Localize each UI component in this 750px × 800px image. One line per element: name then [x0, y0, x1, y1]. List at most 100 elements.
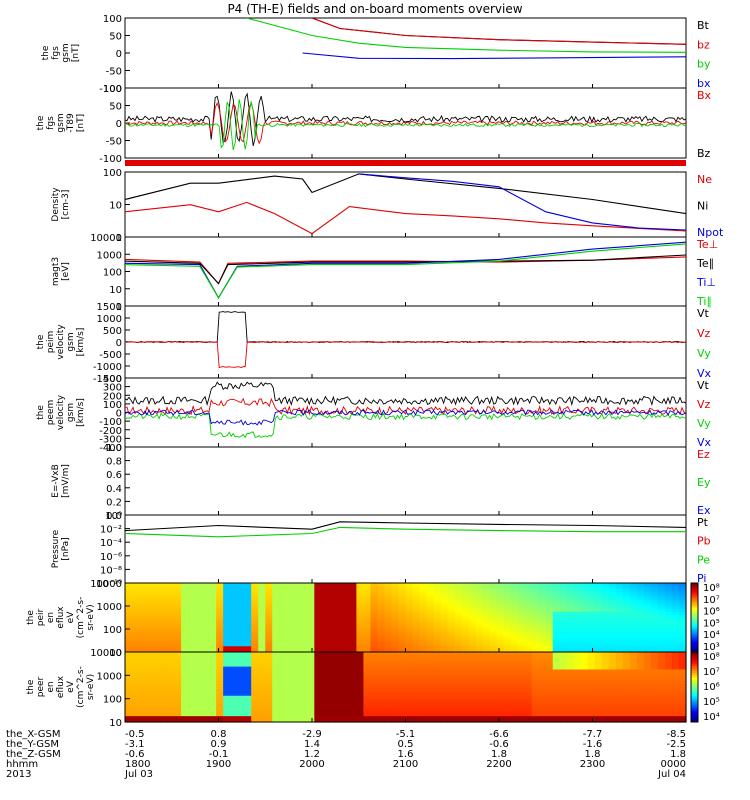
spectrogram-cell — [545, 637, 554, 642]
spectrogram-cell — [356, 707, 365, 711]
spectrogram-cell — [167, 654, 175, 659]
spectrogram-cell — [468, 678, 477, 682]
spectrogram-cell — [293, 591, 301, 596]
spectrogram-cell — [517, 594, 526, 598]
spectrogram-cell — [671, 689, 680, 694]
spectrogram-cell — [363, 591, 372, 596]
spectrogram-cell — [482, 608, 491, 613]
spectrogram-cell — [433, 719, 442, 723]
spectrogram-cell — [524, 631, 533, 636]
spectrogram-cell — [230, 684, 238, 688]
spectrogram-cell — [125, 646, 133, 650]
spectrogram-cell — [461, 649, 470, 653]
spectrogram-cell — [566, 707, 575, 711]
legend-item-by: by — [697, 58, 711, 71]
spectrogram-cell — [580, 603, 589, 607]
spectrogram-cell — [545, 681, 554, 685]
spectrogram-cell — [258, 591, 266, 596]
spectrogram-cell — [300, 684, 308, 688]
spectrogram-cell — [188, 631, 196, 636]
y-tick-label: 0 — [116, 119, 122, 130]
spectrogram-cell — [664, 626, 673, 630]
spectrogram-cell — [384, 669, 393, 674]
spectrogram-cell — [216, 583, 224, 587]
spectrogram-cell — [629, 588, 638, 593]
x-axis-value: 1.8 — [670, 749, 686, 760]
y-tick-label: -200 — [99, 426, 122, 437]
spectrogram-cell — [181, 654, 189, 659]
spectrogram-cell — [419, 687, 428, 691]
spectrogram-cell — [174, 600, 182, 604]
spectrogram-cell — [391, 585, 400, 590]
spectrogram-cell — [517, 681, 526, 685]
spectrogram-cell — [377, 611, 386, 616]
spectrogram-cell — [272, 608, 280, 613]
spectrogram-cell — [412, 640, 421, 644]
spectrogram-cell — [545, 597, 554, 601]
spectrogram-cell — [433, 698, 442, 703]
spectrogram-cell — [664, 583, 673, 587]
spectrogram-cell — [538, 637, 547, 642]
colorbar-cell — [691, 599, 698, 602]
spectrogram-cell — [160, 646, 168, 650]
spectrogram-cell — [146, 657, 154, 662]
spectrogram-cell — [251, 684, 259, 688]
spectrogram-cell — [454, 689, 463, 694]
y-tick-label: 1 — [116, 302, 122, 313]
spectrogram-cell — [363, 713, 372, 717]
spectrogram-cell — [608, 611, 617, 616]
spectrogram-cell — [615, 588, 624, 593]
spectrogram-cell — [265, 698, 273, 703]
spectrogram-cell — [496, 614, 505, 619]
spectrogram-cell — [258, 672, 266, 676]
spectrogram-cell — [601, 640, 610, 644]
spectrogram-cell — [538, 643, 547, 647]
spectrogram-cell — [447, 681, 456, 685]
spectrogram-cell — [643, 643, 652, 647]
spectrogram-cell — [419, 637, 428, 642]
spectrogram-cell — [335, 634, 343, 639]
spectrogram-cell — [146, 629, 154, 633]
y-tick-label: 10⁻⁸ — [100, 565, 122, 576]
spectrogram-cell — [601, 675, 610, 679]
spectrogram-cell — [454, 698, 463, 703]
spectrogram-cell — [244, 663, 252, 668]
spectrogram-cell — [132, 681, 140, 685]
spectrogram-cell — [251, 689, 259, 694]
spectrogram-cell — [209, 614, 217, 619]
colorbar-cell — [691, 619, 698, 623]
spectrogram-cell — [237, 687, 245, 691]
spectrogram-cell — [398, 675, 407, 679]
spectrogram-cell — [328, 687, 336, 691]
spectrogram-cell — [216, 614, 224, 619]
spectrogram-cell — [216, 620, 224, 624]
spectrogram-cell — [657, 583, 666, 587]
spectrogram-cell — [573, 585, 582, 590]
spectrogram-cell — [643, 611, 652, 616]
spectrogram-cell — [307, 608, 315, 613]
spectrogram-cell — [335, 719, 343, 723]
spectrogram-cell — [279, 623, 287, 627]
spectrogram-cell — [181, 684, 189, 688]
spectrogram-cell — [587, 681, 596, 685]
spectrogram-cell — [251, 672, 259, 676]
spectrogram-cell — [482, 710, 491, 714]
spectrogram-cell — [153, 626, 161, 630]
spectrogram-cell — [538, 710, 547, 714]
spectrogram-cell — [321, 608, 329, 613]
spectrogram-cell — [447, 600, 456, 604]
spectrogram-cell — [237, 597, 245, 601]
spectrogram-cell — [202, 620, 210, 624]
spectrogram-cell — [678, 678, 687, 682]
spectrogram-cell — [447, 623, 456, 627]
spectrogram-cell — [636, 597, 645, 601]
spectrogram-cell — [195, 591, 203, 596]
spectrogram-cell — [356, 623, 365, 627]
spectrogram-cell — [293, 669, 301, 674]
spectrogram-cell — [398, 678, 407, 682]
spectrogram-cell — [664, 710, 673, 714]
spectrogram-cell — [328, 606, 336, 610]
spectrogram-cell — [405, 678, 414, 682]
spectrogram-cell — [230, 672, 238, 676]
spectrogram-cell — [342, 689, 350, 694]
